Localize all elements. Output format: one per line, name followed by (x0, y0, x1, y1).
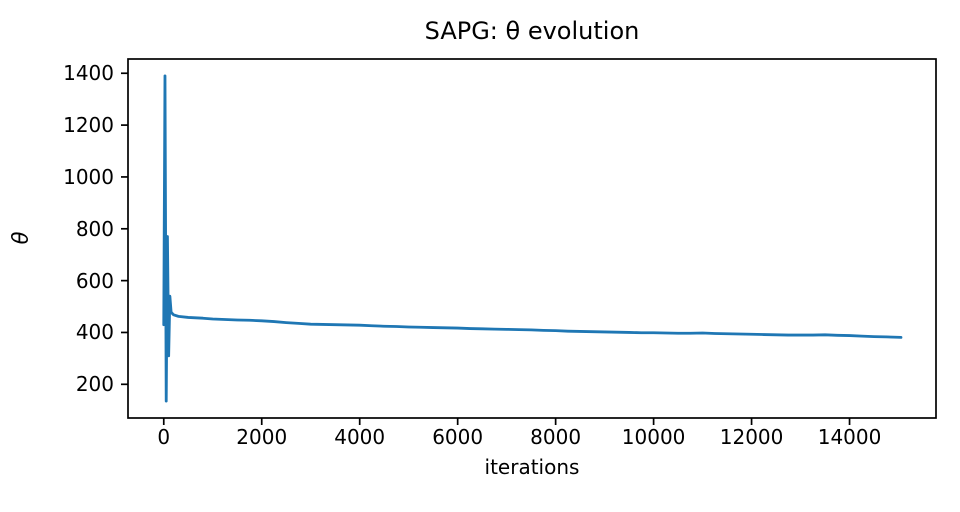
theta-evolution-line (162, 74, 903, 403)
y-tick-label: 200 (75, 372, 114, 397)
y-tick-label: 1400 (63, 61, 114, 86)
axes-spines (127, 58, 937, 419)
x-tick-label: 2000 (236, 425, 288, 449)
x-axis-label: iterations (484, 455, 580, 479)
y-tick-label: 600 (75, 268, 114, 293)
x-tick-label: 14000 (817, 425, 882, 449)
y-tick-label: 1000 (63, 164, 114, 189)
x-tick-label: 0 (157, 425, 171, 449)
x-tick-label: 4000 (334, 425, 386, 449)
x-tick-label: 6000 (432, 425, 484, 449)
y-tick-label: 1200 (63, 113, 114, 138)
x-tick-label: 12000 (719, 425, 784, 449)
chart-title: SAPG: θ evolution (424, 17, 640, 45)
y-tick-label: 400 (75, 320, 114, 345)
x-tick-label: 10000 (621, 425, 686, 449)
y-tick-label: 800 (75, 216, 114, 241)
x-tick-label: 8000 (530, 425, 582, 449)
